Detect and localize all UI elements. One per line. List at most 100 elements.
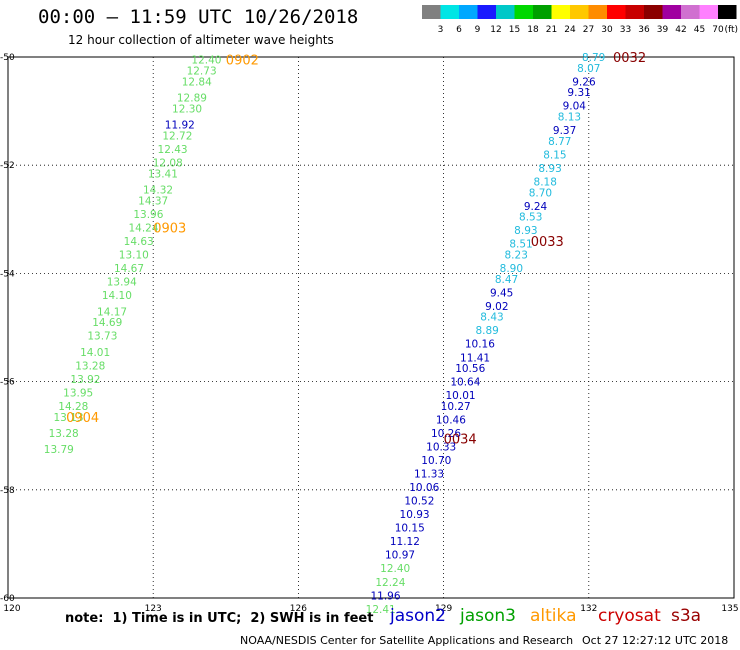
wave-height-value: 8.47 bbox=[495, 274, 518, 286]
colorbar-label: 70 bbox=[712, 25, 724, 35]
time-label: 0903 bbox=[153, 221, 186, 236]
wave-height-value: 11.33 bbox=[414, 469, 444, 481]
wave-height-value: 9.31 bbox=[567, 87, 590, 99]
wave-height-value: 13.10 bbox=[119, 249, 149, 261]
colorbar-label: 18 bbox=[527, 25, 539, 35]
legend-entry-s3a: s3a bbox=[671, 606, 702, 626]
x-tick-label: 135 bbox=[721, 604, 738, 614]
wave-height-value: 8.07 bbox=[577, 63, 600, 75]
x-tick-label: 123 bbox=[145, 604, 162, 614]
y-tick-label: -60 bbox=[0, 594, 15, 604]
colorbar-swatch bbox=[514, 5, 533, 19]
wave-height-value: 9.37 bbox=[553, 125, 576, 137]
colorbar-swatch bbox=[440, 5, 459, 19]
colorbar-swatch bbox=[644, 5, 663, 19]
wave-height-value: 13.13 bbox=[53, 412, 83, 424]
wave-height-value: 10.15 bbox=[395, 523, 425, 535]
wave-height-value: 10.97 bbox=[385, 550, 415, 562]
colorbar-label: 21 bbox=[546, 25, 557, 35]
colorbar-label: 12 bbox=[490, 25, 501, 35]
wave-height-value: 8.53 bbox=[519, 212, 542, 224]
footer-note: note: 1) Time is in UTC; 2) SWH is in fe… bbox=[65, 611, 374, 626]
wave-height-value: 12.43 bbox=[158, 144, 188, 156]
footer-timestamp: Oct 27 12:27:12 UTC 2018 bbox=[582, 634, 729, 647]
chart-subtitle: 12 hour collection of altimeter wave hei… bbox=[68, 33, 334, 47]
wave-height-value: 12.84 bbox=[182, 76, 212, 88]
wave-height-value: 13.92 bbox=[70, 374, 100, 386]
x-tick-label: 120 bbox=[3, 604, 20, 614]
colorbar-label: 36 bbox=[638, 25, 650, 35]
wave-height-value: 12.24 bbox=[375, 577, 405, 589]
wave-height-value: 11.12 bbox=[390, 536, 420, 548]
colorbar-swatch bbox=[551, 5, 570, 19]
wave-height-value: 9.45 bbox=[490, 287, 513, 299]
wave-height-value: 10.56 bbox=[455, 363, 485, 375]
time-label: 0034 bbox=[444, 432, 477, 447]
time-label: 0032 bbox=[613, 51, 646, 66]
colorbar-swatch bbox=[699, 5, 718, 19]
wave-height-value: 10.46 bbox=[436, 414, 466, 426]
colorbar-swatch bbox=[681, 5, 700, 19]
wave-height-value: 8.15 bbox=[543, 149, 566, 161]
plot-frame bbox=[7, 56, 735, 599]
wave-height-value: 10.26 bbox=[431, 428, 461, 440]
colorbar-label: 45 bbox=[694, 25, 705, 35]
wave-height-value: 13.94 bbox=[107, 277, 137, 289]
wave-height-value: 14.67 bbox=[114, 263, 144, 275]
y-tick-label: -54 bbox=[0, 269, 15, 279]
wave-height-value: 8.90 bbox=[500, 263, 523, 275]
colorbar-label: 15 bbox=[509, 25, 520, 35]
wave-height-value: 12.72 bbox=[162, 130, 192, 142]
legend-entry-altika: altika bbox=[530, 606, 577, 626]
colorbar-label: 27 bbox=[583, 25, 594, 35]
wave-height-value: 10.93 bbox=[400, 509, 430, 521]
wave-height-value: 12.73 bbox=[187, 66, 217, 78]
wave-height-value: 10.33 bbox=[426, 442, 456, 454]
wave-height-value: 12.40 bbox=[191, 55, 221, 67]
x-tick-label: 132 bbox=[580, 604, 597, 614]
wave-height-value: 9.02 bbox=[485, 301, 508, 313]
colorbar-swatch bbox=[588, 5, 607, 19]
wave-height-value: 10.01 bbox=[446, 390, 476, 402]
wave-height-value: 14.37 bbox=[138, 195, 168, 207]
wave-height-value: 8.13 bbox=[558, 112, 581, 124]
wave-height-value: 13.28 bbox=[49, 428, 79, 440]
wave-height-value: 14.24 bbox=[128, 222, 158, 234]
wave-height-value: 9.04 bbox=[563, 101, 587, 113]
wave-height-value: 13.41 bbox=[148, 168, 178, 180]
wave-height-value: 14.10 bbox=[102, 290, 132, 302]
wave-height-value: 8.43 bbox=[480, 312, 503, 324]
colorbar-swatch bbox=[662, 5, 681, 19]
wave-height-value: 8.93 bbox=[514, 225, 537, 237]
y-tick-label: -56 bbox=[0, 378, 15, 388]
x-tick-label: 129 bbox=[435, 604, 452, 614]
wave-height-value: 9.24 bbox=[524, 201, 548, 213]
wave-height-value: 13.79 bbox=[44, 444, 74, 456]
wave-height-value: 12.08 bbox=[153, 157, 183, 169]
colorbar-swatch bbox=[496, 5, 515, 19]
colorbar-label: 6 bbox=[456, 25, 462, 35]
wave-height-value: 11.92 bbox=[165, 120, 195, 132]
colorbar-swatch bbox=[422, 5, 441, 19]
colorbar-swatch bbox=[477, 5, 496, 19]
wave-height-value: 10.64 bbox=[450, 377, 480, 389]
wave-height-value: 12.30 bbox=[172, 103, 202, 115]
wave-height-value: 14.69 bbox=[92, 317, 122, 329]
wave-height-value: 13.96 bbox=[133, 209, 163, 221]
y-tick-label: -58 bbox=[0, 486, 15, 496]
wave-height-value: 8.79 bbox=[582, 52, 605, 64]
wave-height-value: 8.70 bbox=[529, 187, 552, 199]
wave-height-value: 14.17 bbox=[97, 306, 127, 318]
colorbar-label: 9 bbox=[475, 25, 481, 35]
wave-height-value: 14.01 bbox=[80, 347, 110, 359]
colorbar-label: (ft) bbox=[724, 25, 738, 35]
wave-height-value: 9.26 bbox=[572, 76, 596, 88]
wave-height-value: 10.70 bbox=[421, 455, 451, 467]
colorbar-swatch bbox=[570, 5, 589, 19]
wave-height-value: 13.95 bbox=[63, 387, 93, 399]
wave-height-value: 8.77 bbox=[548, 136, 571, 148]
wave-height-value: 8.23 bbox=[505, 249, 528, 261]
legend-entry-cryosat: cryosat bbox=[598, 606, 661, 626]
wave-height-value: 10.52 bbox=[404, 496, 434, 508]
